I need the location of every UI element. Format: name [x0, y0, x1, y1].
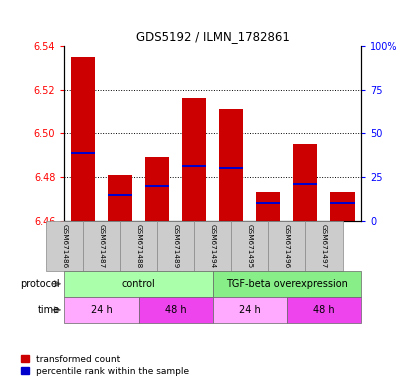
- Bar: [157, 221, 194, 271]
- Bar: [293, 144, 317, 221]
- Text: time: time: [38, 305, 60, 315]
- Text: GSM671487: GSM671487: [98, 223, 105, 268]
- Bar: [71, 152, 95, 154]
- Bar: [219, 167, 243, 169]
- Bar: [108, 175, 132, 221]
- Bar: [256, 202, 281, 204]
- Text: GSM671494: GSM671494: [210, 223, 216, 268]
- Text: GSM671496: GSM671496: [284, 223, 290, 268]
- Bar: [213, 271, 361, 297]
- Bar: [213, 297, 287, 323]
- Text: 24 h: 24 h: [239, 305, 261, 315]
- Text: protocol: protocol: [21, 279, 60, 289]
- Bar: [64, 271, 213, 297]
- Bar: [219, 109, 243, 221]
- Bar: [108, 194, 132, 195]
- Text: control: control: [122, 279, 155, 289]
- Bar: [231, 221, 269, 271]
- Bar: [182, 98, 206, 221]
- Bar: [145, 185, 169, 187]
- Bar: [330, 192, 354, 221]
- Text: 48 h: 48 h: [313, 305, 335, 315]
- Text: 48 h: 48 h: [165, 305, 186, 315]
- Bar: [256, 192, 281, 221]
- Legend: transformed count, percentile rank within the sample: transformed count, percentile rank withi…: [21, 355, 190, 376]
- Bar: [71, 57, 95, 221]
- Bar: [194, 221, 231, 271]
- Text: GSM671488: GSM671488: [136, 223, 142, 268]
- Text: GSM671497: GSM671497: [321, 223, 327, 268]
- Text: 24 h: 24 h: [90, 305, 112, 315]
- Bar: [145, 157, 169, 221]
- Bar: [269, 221, 305, 271]
- Bar: [182, 165, 206, 167]
- Text: GSM671486: GSM671486: [61, 223, 67, 268]
- Text: TGF-beta overexpression: TGF-beta overexpression: [226, 279, 348, 289]
- Bar: [139, 297, 213, 323]
- Bar: [83, 221, 120, 271]
- Bar: [120, 221, 157, 271]
- Bar: [305, 221, 342, 271]
- Text: GSM671495: GSM671495: [247, 223, 253, 268]
- Bar: [64, 297, 139, 323]
- Bar: [287, 297, 361, 323]
- Bar: [330, 202, 354, 204]
- Bar: [46, 221, 83, 271]
- Bar: [293, 183, 317, 185]
- Title: GDS5192 / ILMN_1782861: GDS5192 / ILMN_1782861: [136, 30, 290, 43]
- Text: GSM671489: GSM671489: [173, 223, 178, 268]
